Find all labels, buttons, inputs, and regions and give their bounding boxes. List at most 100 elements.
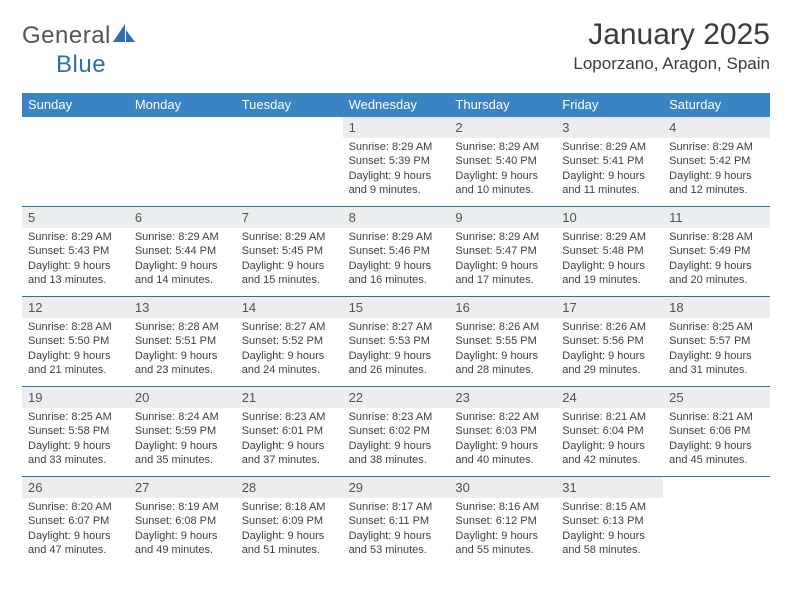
day-number: 19 <box>22 387 129 408</box>
day-number: 2 <box>449 117 556 138</box>
day-number: 13 <box>129 297 236 318</box>
day-number: 29 <box>343 477 450 498</box>
day-info-line: Sunset: 5:48 PM <box>562 244 657 259</box>
calendar-cell: 0 <box>236 117 343 206</box>
day-info-line: Daylight: 9 hours <box>242 439 337 454</box>
day-info-line: Daylight: 9 hours <box>562 169 657 184</box>
day-info-line: Sunrise: 8:29 AM <box>28 230 123 245</box>
calendar-cell: 9Sunrise: 8:29 AMSunset: 5:47 PMDaylight… <box>449 207 556 296</box>
day-info: Sunrise: 8:29 AMSunset: 5:47 PMDaylight:… <box>449 230 556 288</box>
day-info: Sunrise: 8:29 AMSunset: 5:48 PMDaylight:… <box>556 230 663 288</box>
day-info: Sunrise: 8:26 AMSunset: 5:56 PMDaylight:… <box>556 320 663 378</box>
day-header: Monday <box>129 93 236 117</box>
day-info-line: and 15 minutes. <box>242 273 337 288</box>
day-info-line: Sunrise: 8:22 AM <box>455 410 550 425</box>
calendar-cell: 14Sunrise: 8:27 AMSunset: 5:52 PMDayligh… <box>236 297 343 386</box>
day-number: 11 <box>663 207 770 228</box>
day-info-line: and 24 minutes. <box>242 363 337 378</box>
calendar-cell: 13Sunrise: 8:28 AMSunset: 5:51 PMDayligh… <box>129 297 236 386</box>
day-info: Sunrise: 8:22 AMSunset: 6:03 PMDaylight:… <box>449 410 556 468</box>
day-info-line: and 37 minutes. <box>242 453 337 468</box>
day-header: Friday <box>556 93 663 117</box>
day-info-line: and 33 minutes. <box>28 453 123 468</box>
day-info: Sunrise: 8:27 AMSunset: 5:53 PMDaylight:… <box>343 320 450 378</box>
calendar-row: 12Sunrise: 8:28 AMSunset: 5:50 PMDayligh… <box>22 296 770 386</box>
day-info-line: Sunset: 5:43 PM <box>28 244 123 259</box>
day-header: Thursday <box>449 93 556 117</box>
day-number: 5 <box>22 207 129 228</box>
title-block: January 2025 Loporzano, Aragon, Spain <box>573 18 770 74</box>
day-info-line: Sunrise: 8:28 AM <box>669 230 764 245</box>
day-info-line: Sunset: 5:53 PM <box>349 334 444 349</box>
day-info-line: Daylight: 9 hours <box>28 529 123 544</box>
calendar-row: 26Sunrise: 8:20 AMSunset: 6:07 PMDayligh… <box>22 476 770 566</box>
calendar: Sunday Monday Tuesday Wednesday Thursday… <box>22 93 770 566</box>
logo-text: GeneralBlue <box>22 22 135 79</box>
day-info-line: Sunset: 5:47 PM <box>455 244 550 259</box>
day-info-line: Sunset: 5:49 PM <box>669 244 764 259</box>
day-info-line: and 13 minutes. <box>28 273 123 288</box>
day-number: 10 <box>556 207 663 228</box>
location: Loporzano, Aragon, Spain <box>573 54 770 74</box>
calendar-row: 0001Sunrise: 8:29 AMSunset: 5:39 PMDayli… <box>22 117 770 206</box>
day-number: 25 <box>663 387 770 408</box>
day-number: 31 <box>556 477 663 498</box>
calendar-cell: 24Sunrise: 8:21 AMSunset: 6:04 PMDayligh… <box>556 387 663 476</box>
day-info-line: Sunset: 5:41 PM <box>562 154 657 169</box>
day-info-line: Sunset: 6:01 PM <box>242 424 337 439</box>
day-info-line: Sunset: 5:51 PM <box>135 334 230 349</box>
calendar-cell: 23Sunrise: 8:22 AMSunset: 6:03 PMDayligh… <box>449 387 556 476</box>
day-info-line: Sunrise: 8:28 AM <box>135 320 230 335</box>
calendar-cell: 17Sunrise: 8:26 AMSunset: 5:56 PMDayligh… <box>556 297 663 386</box>
day-info-line: Sunrise: 8:29 AM <box>562 230 657 245</box>
day-info-line: and 12 minutes. <box>669 183 764 198</box>
day-info-line: Sunrise: 8:18 AM <box>242 500 337 515</box>
logo: GeneralBlue <box>22 18 135 79</box>
day-info-line: Sunset: 5:46 PM <box>349 244 444 259</box>
day-number: 3 <box>556 117 663 138</box>
day-info-line: and 21 minutes. <box>28 363 123 378</box>
calendar-cell: 2Sunrise: 8:29 AMSunset: 5:40 PMDaylight… <box>449 117 556 206</box>
day-info-line: and 53 minutes. <box>349 543 444 558</box>
day-info: Sunrise: 8:29 AMSunset: 5:44 PMDaylight:… <box>129 230 236 288</box>
day-info-line: and 11 minutes. <box>562 183 657 198</box>
calendar-cell: 19Sunrise: 8:25 AMSunset: 5:58 PMDayligh… <box>22 387 129 476</box>
day-info-line: Daylight: 9 hours <box>562 529 657 544</box>
day-info-line: Sunset: 5:50 PM <box>28 334 123 349</box>
day-info-line: and 51 minutes. <box>242 543 337 558</box>
calendar-cell: 22Sunrise: 8:23 AMSunset: 6:02 PMDayligh… <box>343 387 450 476</box>
day-number: 22 <box>343 387 450 408</box>
day-info-line: Daylight: 9 hours <box>562 259 657 274</box>
calendar-cell: 27Sunrise: 8:19 AMSunset: 6:08 PMDayligh… <box>129 477 236 566</box>
day-info-line: Sunrise: 8:16 AM <box>455 500 550 515</box>
header: GeneralBlue January 2025 Loporzano, Arag… <box>22 18 770 79</box>
calendar-cell: 15Sunrise: 8:27 AMSunset: 5:53 PMDayligh… <box>343 297 450 386</box>
day-info-line: Sunrise: 8:26 AM <box>455 320 550 335</box>
day-info-line: Sunset: 5:40 PM <box>455 154 550 169</box>
day-info: Sunrise: 8:21 AMSunset: 6:04 PMDaylight:… <box>556 410 663 468</box>
day-info-line: and 10 minutes. <box>455 183 550 198</box>
logo-text-blue: Blue <box>22 51 106 78</box>
day-info-line: Sunset: 6:03 PM <box>455 424 550 439</box>
calendar-cell: 20Sunrise: 8:24 AMSunset: 5:59 PMDayligh… <box>129 387 236 476</box>
day-info-line: Daylight: 9 hours <box>455 259 550 274</box>
day-info-line: Daylight: 9 hours <box>242 529 337 544</box>
calendar-cell: 3Sunrise: 8:29 AMSunset: 5:41 PMDaylight… <box>556 117 663 206</box>
day-info-line: Sunset: 6:06 PM <box>669 424 764 439</box>
day-info-line: Daylight: 9 hours <box>669 169 764 184</box>
day-info-line: and 16 minutes. <box>349 273 444 288</box>
day-info-line: and 38 minutes. <box>349 453 444 468</box>
day-info-line: Daylight: 9 hours <box>242 349 337 364</box>
day-info-line: Sunset: 6:02 PM <box>349 424 444 439</box>
day-info-line: Sunset: 6:11 PM <box>349 514 444 529</box>
day-info-line: and 17 minutes. <box>455 273 550 288</box>
day-header: Saturday <box>663 93 770 117</box>
day-info-line: and 49 minutes. <box>135 543 230 558</box>
day-info-line: Daylight: 9 hours <box>562 439 657 454</box>
day-info-line: Sunrise: 8:23 AM <box>242 410 337 425</box>
day-info: Sunrise: 8:19 AMSunset: 6:08 PMDaylight:… <box>129 500 236 558</box>
day-info-line: Sunrise: 8:29 AM <box>349 140 444 155</box>
day-info-line: Sunset: 5:56 PM <box>562 334 657 349</box>
calendar-page: GeneralBlue January 2025 Loporzano, Arag… <box>0 0 792 566</box>
day-info: Sunrise: 8:29 AMSunset: 5:40 PMDaylight:… <box>449 140 556 198</box>
